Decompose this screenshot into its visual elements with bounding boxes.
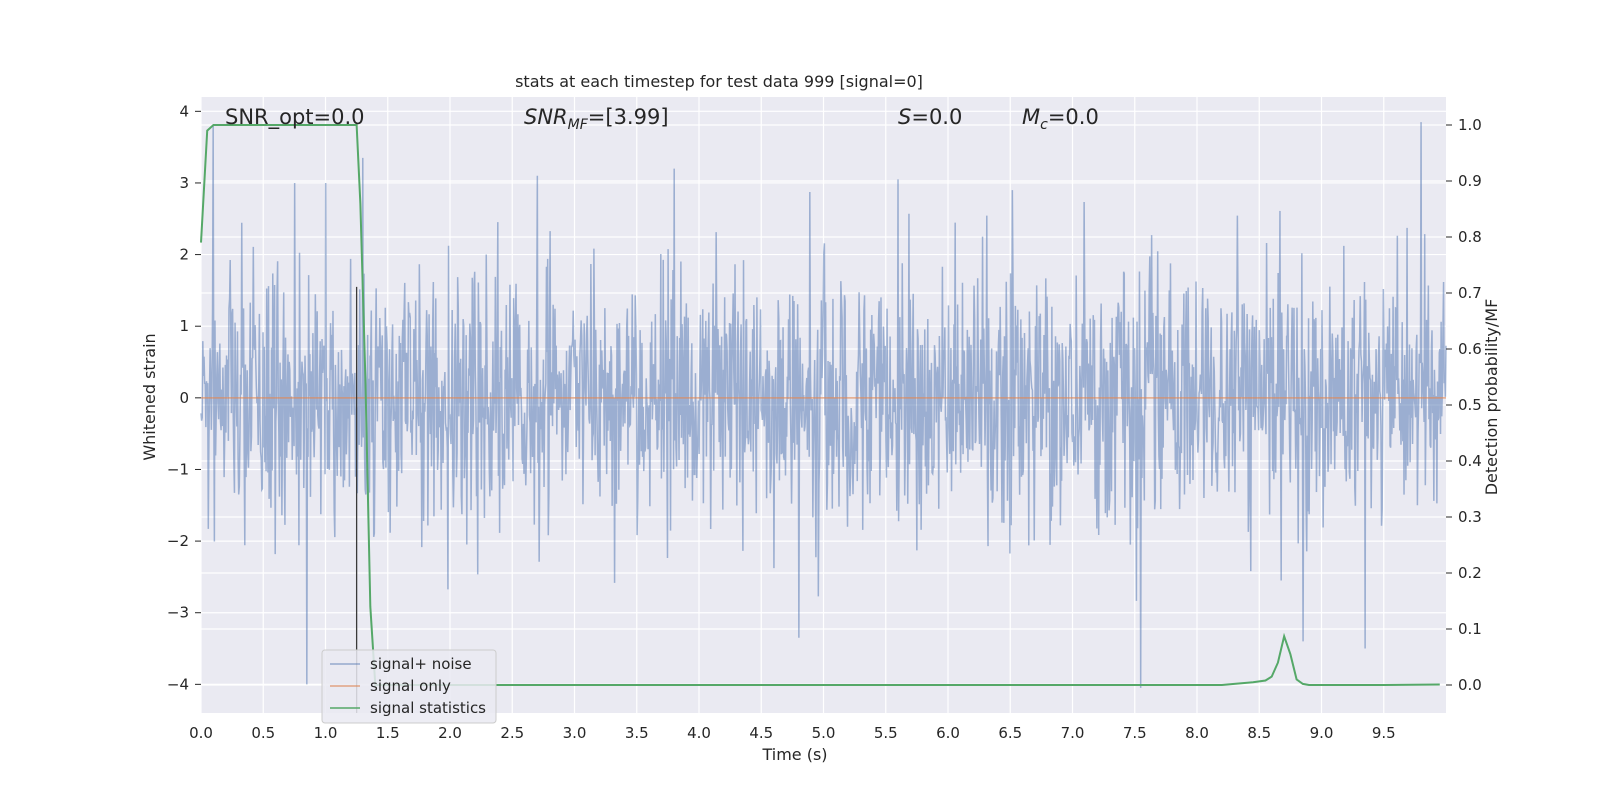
x-tick-label: 3.5 xyxy=(625,724,649,742)
y2-tick-label: 0.5 xyxy=(1458,396,1482,414)
chart-title: stats at each timestep for test data 999… xyxy=(515,72,923,91)
x-tick-label: 2.5 xyxy=(500,724,524,742)
x-tick-label: 8.0 xyxy=(1185,724,1209,742)
annotation-mc-symbol: M xyxy=(1022,105,1040,129)
annotation-s-value: =0.0 xyxy=(911,105,962,129)
y2-tick-label: 1.0 xyxy=(1458,116,1482,134)
y-tick-label: 0 xyxy=(179,389,189,407)
x-tick-label: 1.5 xyxy=(376,724,400,742)
y2-tick-label: 0.8 xyxy=(1458,228,1482,246)
series-signal-statistics xyxy=(200,124,1440,686)
axes: 0.0 0.5 1.0 1.5 2.0 2.5 3.0 3.5 4.0 4.5 5.0 5.5 6.0 6… xyxy=(167,102,1482,742)
y-tick-label: 2 xyxy=(179,246,189,264)
x-tick-label: 5.0 xyxy=(812,724,836,742)
x-tick-label: 4.5 xyxy=(749,724,773,742)
statistics-line xyxy=(200,124,1440,686)
annotation-mc-value: =0.0 xyxy=(1048,105,1099,129)
y-tick-label: 1 xyxy=(179,317,189,335)
x-tick-label: 0.5 xyxy=(251,724,275,742)
series-signal-plus-noise xyxy=(200,122,1447,688)
annotation-s: S=0.0 xyxy=(898,105,962,129)
x-tick-label: 6.0 xyxy=(936,724,960,742)
y-axis-label: Whitened strain xyxy=(140,333,159,460)
annotation-snr-mf-symbol: SNR xyxy=(524,105,568,129)
y-tick-label: −4 xyxy=(167,675,189,693)
annotation-mc-subscript: c xyxy=(1040,117,1048,133)
y2-tick-label: 0.3 xyxy=(1458,508,1482,526)
y2-tick-label: 0.7 xyxy=(1458,284,1482,302)
y-tick-label: −1 xyxy=(167,460,189,478)
x-tick-label: 9.0 xyxy=(1310,724,1334,742)
legend: signal+ noise signal only signal statist… xyxy=(321,649,497,724)
annotation-mc: Mc=0.0 xyxy=(1022,105,1099,133)
legend-box xyxy=(321,649,497,724)
annotation-snr-opt: SNR_opt=0.0 xyxy=(225,105,365,130)
y2-tick-label: 0.0 xyxy=(1458,676,1482,694)
noise-line xyxy=(200,122,1447,688)
x-tick-label: 8.5 xyxy=(1247,724,1271,742)
x-axis-label: Time (s) xyxy=(761,745,827,764)
y2-tick-label: 0.4 xyxy=(1458,452,1482,470)
annotation-snr-mf: SNRMF=[3.99] xyxy=(524,105,669,133)
annotation-snr-mf-subscript: MF xyxy=(568,117,589,133)
legend-label-signal-plus-noise: signal+ noise xyxy=(370,655,472,673)
x-tick-label: 7.5 xyxy=(1123,724,1147,742)
y2-tick-label: 0.1 xyxy=(1458,620,1482,638)
y2-tick-label: 0.9 xyxy=(1458,172,1482,190)
x-tick-label: 2.0 xyxy=(438,724,462,742)
y2-axis-label: Detection probability/MF xyxy=(1482,299,1501,496)
annotation-s-symbol: S xyxy=(898,105,911,129)
legend-label-signal-statistics: signal statistics xyxy=(370,699,486,717)
y2-tick-label: 0.2 xyxy=(1458,564,1482,582)
y-tick-label: 4 xyxy=(179,102,189,120)
x-tick-label: 9.5 xyxy=(1372,724,1396,742)
y-tick-label: −2 xyxy=(167,532,189,550)
y-tick-label: 3 xyxy=(179,174,189,192)
y2-tick-label: 0.6 xyxy=(1458,340,1482,358)
x-tick-label: 4.0 xyxy=(687,724,711,742)
annotation-snr-mf-value: =[3.99] xyxy=(588,105,669,129)
x-tick-label: 6.5 xyxy=(998,724,1022,742)
x-tick-label: 7.0 xyxy=(1061,724,1085,742)
legend-label-signal-only: signal only xyxy=(370,677,451,695)
y-tick-label: −3 xyxy=(167,604,189,622)
x-tick-label: 1.0 xyxy=(314,724,338,742)
x-tick-label: 0.0 xyxy=(189,724,213,742)
x-tick-label: 5.5 xyxy=(874,724,898,742)
x-tick-label: 3.0 xyxy=(563,724,587,742)
